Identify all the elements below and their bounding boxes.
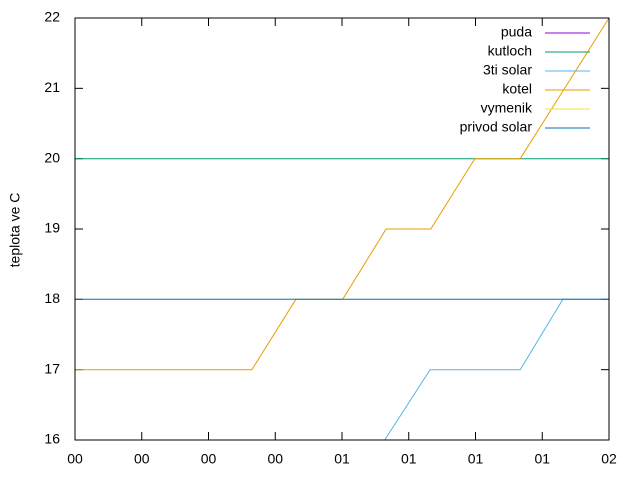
y-axis-label: teplota ve C: [7, 193, 23, 268]
x-tick-label: 01: [468, 451, 484, 467]
legend-label: privod solar: [460, 119, 533, 135]
y-tick-label: 22: [44, 9, 60, 25]
y-tick-label: 18: [44, 290, 60, 306]
x-tick-label: 00: [267, 451, 283, 467]
legend-label: kotel: [502, 81, 532, 97]
x-tick-label: 00: [134, 451, 150, 467]
x-tick-label: 01: [334, 451, 350, 467]
legend-label: 3ti solar: [483, 62, 532, 78]
legend-label: puda: [501, 24, 532, 40]
x-tick-label: 00: [201, 451, 217, 467]
series-line: [384, 298, 609, 441]
y-tick-label: 19: [44, 220, 60, 236]
y-tick-label: 21: [44, 79, 60, 95]
x-tick-label: 01: [401, 451, 417, 467]
x-tick-label: 01: [534, 451, 550, 467]
legend-label: kutloch: [488, 43, 532, 59]
x-tick-label: 02: [601, 451, 617, 467]
y-tick-label: 20: [44, 149, 60, 165]
legend-label: vymenik: [481, 100, 533, 116]
x-tick-label: 00: [67, 451, 83, 467]
series-line: [75, 17, 610, 371]
plot-frame: [74, 17, 610, 441]
y-tick-label: 16: [44, 431, 60, 447]
y-tick-label: 17: [44, 360, 60, 376]
